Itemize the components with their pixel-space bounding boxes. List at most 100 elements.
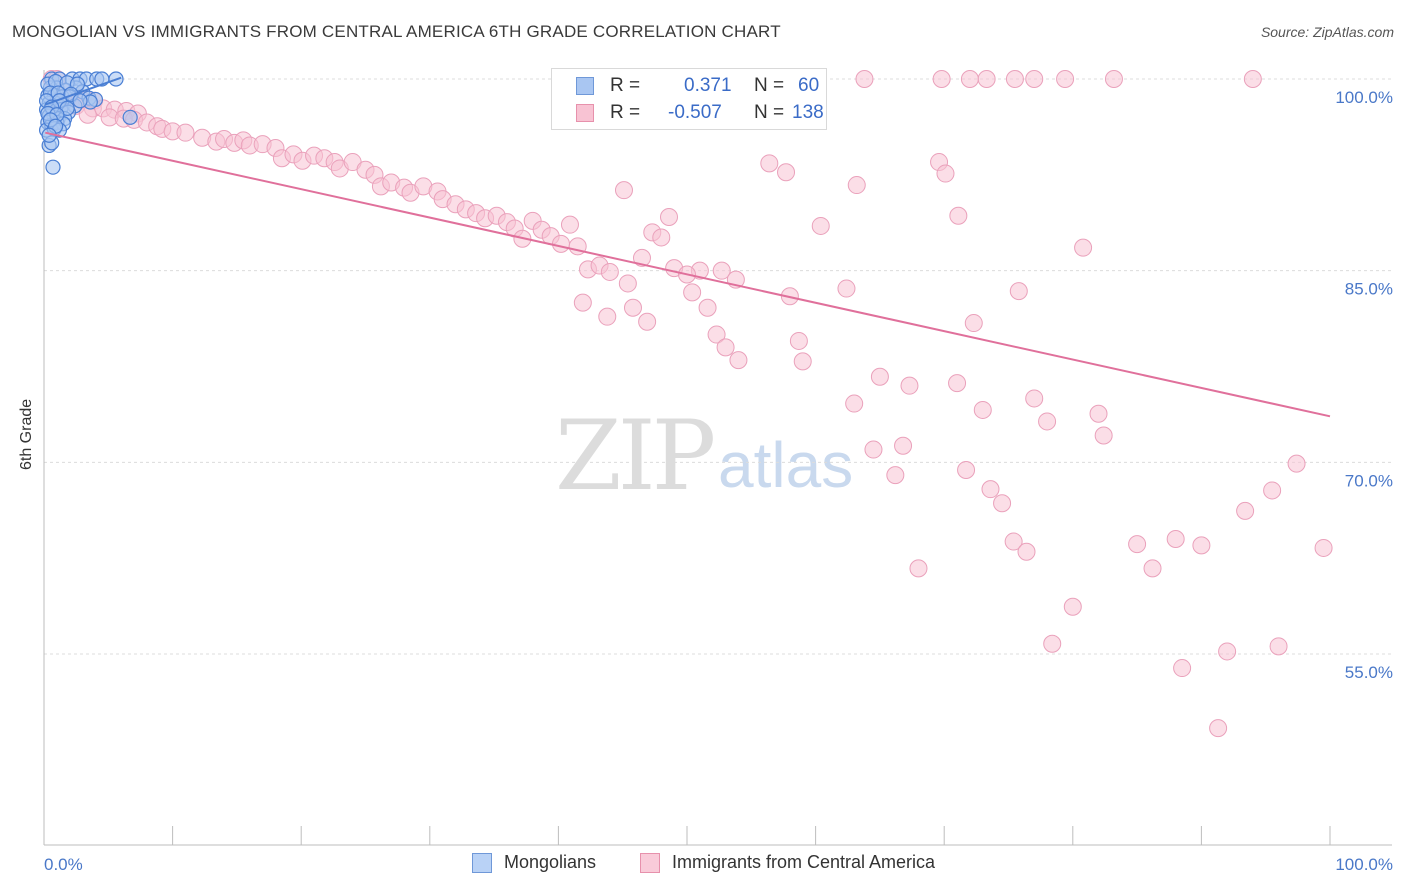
data-point-immigrants [949, 206, 968, 225]
data-point-immigrants [707, 325, 726, 344]
data-point-immigrants [1209, 719, 1228, 738]
data-point-immigrants [847, 176, 866, 195]
watermark-zip: ZIP [555, 400, 716, 512]
x-tick-label-min: 0.0% [44, 855, 83, 874]
axes [43, 70, 1392, 846]
data-point-immigrants [1166, 530, 1185, 548]
data-point-immigrants [1128, 535, 1147, 554]
source-label: Source: ZipAtlas.com [1260, 24, 1394, 40]
legend-r-label: R = [610, 75, 641, 96]
legend-n-label: N = [754, 75, 785, 96]
data-point-immigrants [1074, 238, 1093, 257]
data-point-immigrants [623, 298, 642, 317]
trend-line-mongolians [44, 76, 122, 106]
data-point-immigrants [1025, 389, 1044, 408]
data-point-mongolians [122, 109, 138, 125]
bottom-legend-label: Mongolians [504, 852, 597, 872]
data-point-immigrants [683, 283, 702, 302]
data-point-mongolians [72, 93, 88, 109]
data-point-immigrants [1314, 538, 1333, 557]
data-point-immigrants [793, 352, 812, 371]
data-point-immigrants [1104, 70, 1123, 88]
legend-r-label: R = [610, 102, 641, 123]
data-point-immigrants [698, 298, 717, 317]
data-point-immigrants [1004, 532, 1023, 551]
data-point-immigrants [1005, 70, 1024, 88]
data-point-immigrants [1094, 426, 1113, 445]
data-point-immigrants [811, 216, 830, 235]
data-point-immigrants [1025, 70, 1044, 88]
data-point-immigrants [1192, 536, 1211, 555]
data-point-immigrants [981, 480, 1000, 499]
legend-n-label: N = [754, 102, 785, 123]
trend-lines [44, 76, 1331, 418]
data-point-immigrants [1218, 642, 1237, 661]
data-point-immigrants [638, 312, 657, 331]
data-point-immigrants [632, 248, 651, 267]
data-point-immigrants [936, 164, 955, 183]
data-point-immigrants [614, 181, 633, 200]
data-point-immigrants [1089, 404, 1108, 423]
data-point-immigrants [777, 163, 796, 182]
data-point-immigrants [729, 351, 748, 370]
data-point-immigrants [1287, 454, 1306, 473]
data-point-immigrants [600, 262, 619, 281]
data-point-immigrants [659, 208, 678, 226]
y-tick-label: 55.0% [1345, 663, 1393, 682]
tick-labels: 55.0% 70.0% 85.0% 100.0% 0.0% 100.0% [44, 88, 1393, 874]
data-point-immigrants [855, 70, 874, 88]
data-point-immigrants [1143, 559, 1162, 578]
data-point-immigrants [712, 261, 731, 280]
data-point-immigrants [551, 234, 570, 253]
y-tick-label: 70.0% [1345, 471, 1393, 490]
data-point-immigrants [993, 494, 1012, 513]
legend-swatch-mongolians [576, 77, 594, 95]
data-point-immigrants [1173, 659, 1192, 678]
data-point-immigrants [977, 70, 996, 88]
data-point-immigrants [789, 331, 808, 350]
data-point-immigrants [948, 374, 967, 393]
trend-line-immigrants [45, 131, 1331, 418]
data-point-immigrants [864, 440, 883, 459]
data-point-immigrants [1243, 70, 1262, 88]
data-point-immigrants [1038, 412, 1057, 431]
bottom-legend-swatch-immigrants [640, 853, 660, 873]
data-point-immigrants [652, 228, 671, 247]
data-point-immigrants [573, 293, 592, 312]
data-point-immigrants [845, 394, 864, 413]
y-tick-label: 85.0% [1345, 280, 1393, 299]
data-point-immigrants [1236, 501, 1255, 520]
x-tick-label-max: 100.0% [1335, 855, 1393, 874]
bottom-legend-label: Immigrants from Central America [672, 852, 936, 872]
data-point-immigrants [1009, 282, 1028, 301]
y-tick-label: 100.0% [1335, 88, 1393, 107]
correlation-legend: R = 0.371 N = 60 R = -0.507 N = 138 [551, 68, 827, 130]
data-point-immigrants [894, 436, 913, 455]
data-point-immigrants [900, 376, 919, 395]
data-point-immigrants [909, 559, 928, 578]
legend-swatch-immigrants [576, 104, 594, 122]
series-immigrants-points [42, 70, 1333, 738]
data-point-mongolians [45, 159, 61, 175]
grid-lines [44, 78, 1392, 655]
data-point-immigrants [1056, 70, 1075, 88]
data-point-immigrants [973, 400, 992, 419]
data-point-immigrants [716, 338, 735, 357]
chart-title: MONGOLIAN VS IMMIGRANTS FROM CENTRAL AME… [12, 22, 781, 41]
data-point-immigrants [932, 70, 951, 88]
data-point-immigrants [837, 279, 856, 298]
legend-r-value: 0.371 [684, 75, 732, 96]
data-point-immigrants [960, 70, 979, 88]
data-point-immigrants [1063, 597, 1082, 616]
data-point-immigrants [964, 314, 983, 333]
data-point-immigrants [886, 466, 905, 485]
data-point-immigrants [560, 215, 579, 234]
legend-r-value: -0.507 [668, 102, 722, 123]
data-point-immigrants [1017, 542, 1036, 561]
legend-n-value: 138 [792, 102, 824, 123]
watermark-atlas: atlas [718, 429, 854, 501]
data-point-immigrants [870, 367, 889, 386]
data-point-immigrants [1269, 637, 1288, 656]
data-point-immigrants [1263, 481, 1282, 500]
